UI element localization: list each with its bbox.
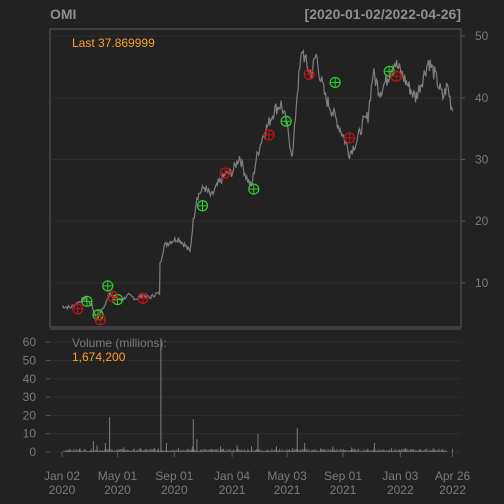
date-tick-label-year: 2021: [330, 483, 357, 497]
volume-tick-label: 40: [23, 372, 37, 386]
sell-signal-marker: [303, 68, 315, 81]
buy-signal-marker: [81, 295, 93, 307]
date-range-label: [2020-01-02/2022-04-26]: [305, 6, 461, 22]
date-tick-label-month: Sep 01: [324, 469, 362, 483]
volume-tick-label: 0: [29, 445, 36, 459]
buy-signal-markers: [81, 65, 395, 321]
sell-signal-marker: [219, 167, 231, 179]
date-tick-label-year: 2022: [439, 483, 466, 497]
date-tick-label-month: Jan 03: [382, 469, 418, 483]
date-tick-label-year: 2022: [387, 483, 414, 497]
volume-tick-label: 20: [23, 408, 37, 422]
date-tick-label-month: Sep 01: [155, 469, 193, 483]
volume-bars: [63, 338, 454, 452]
date-tick-label-year: 2020: [161, 483, 188, 497]
buy-signal-marker: [102, 280, 114, 292]
volume-tick-label: 60: [23, 335, 37, 349]
chart-title: OMI: [50, 6, 76, 22]
volume-tick-label: 30: [23, 390, 37, 404]
sell-signal-marker: [343, 132, 356, 144]
buy-signal-marker: [383, 65, 395, 77]
buy-signal-marker: [248, 183, 260, 195]
price-gridlines: [50, 35, 461, 284]
price-tick-label: 10: [475, 276, 489, 290]
price-line: [61, 48, 454, 319]
sell-signal-marker: [94, 314, 106, 326]
date-tick-label-month: Apr 26: [435, 469, 471, 483]
volume-tick-label: 50: [23, 353, 37, 367]
buy-signal-marker: [196, 200, 209, 212]
date-tick-label-year: 2020: [49, 483, 76, 497]
date-tick-label-month: May 03: [267, 469, 307, 483]
date-tick-label-month: Jan 02: [44, 469, 80, 483]
date-tick-label-month: Jan 04: [214, 469, 250, 483]
sell-signal-marker: [72, 303, 84, 315]
volume-tick-label: 10: [23, 427, 37, 441]
price-panel-frame: [49, 28, 462, 328]
buy-signal-marker: [329, 76, 341, 89]
date-tick-label-year: 2021: [219, 483, 246, 497]
date-tick-label-year: 2021: [274, 483, 301, 497]
price-tick-label: 20: [475, 214, 489, 228]
sell-signal-marker: [106, 290, 118, 302]
volume-axis: 0 10 20 30 40 50 60: [23, 335, 50, 459]
price-axis: 10 20 30 40 50: [461, 29, 489, 290]
volume-label: Volume (millions):: [72, 336, 167, 350]
sell-signal-markers: [72, 68, 402, 326]
last-volume-value: 1,674,200: [72, 350, 126, 364]
date-tick-label-month: May 01: [98, 469, 138, 483]
price-tick-label: 40: [475, 91, 489, 105]
date-tick-label-year: 2020: [104, 483, 131, 497]
last-price-label: Last 37.869999: [72, 36, 155, 50]
buy-signal-marker: [280, 115, 292, 127]
sell-signal-marker: [263, 129, 275, 141]
price-tick-label: 50: [475, 29, 489, 43]
price-tick-label: 30: [475, 153, 489, 167]
sell-signal-marker: [390, 70, 402, 82]
sell-signal-marker: [137, 292, 149, 304]
